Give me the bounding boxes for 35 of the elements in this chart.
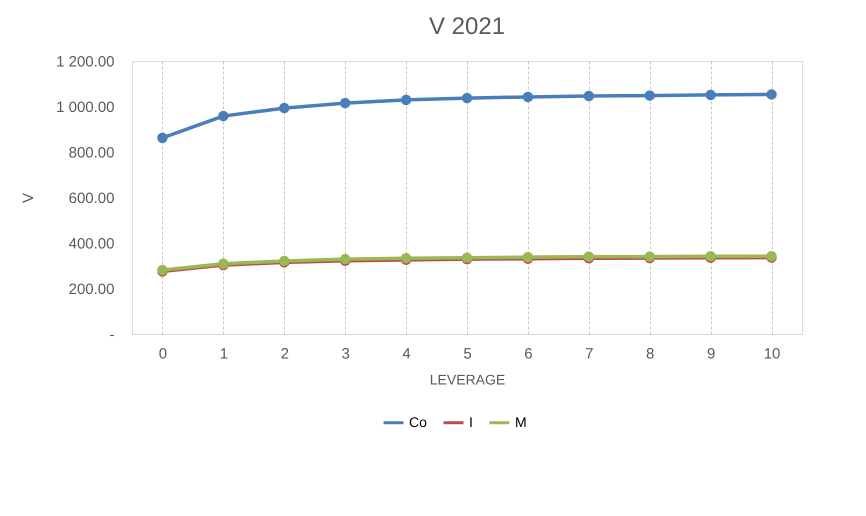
x-tick-label: 3 [342,346,350,362]
x-tick-label: 2 [280,346,289,362]
x-tick-label: 10 [764,346,780,362]
point [157,132,168,144]
x-axis-title: LEVERAGE [430,372,506,388]
point [218,110,229,122]
x-tick-label: 9 [706,346,716,362]
x-tick-label: 0 [158,346,168,362]
x-tick-label: 8 [646,346,654,362]
chart-title: V 2021 [428,13,506,40]
point [400,94,412,106]
x-tick-label: 4 [402,346,411,362]
point [462,92,472,104]
point [340,98,350,108]
x-tick-label: 7 [585,346,594,362]
point [522,92,534,102]
x-tick-label: 6 [524,346,533,362]
y-tick-label: - [110,326,114,344]
y-tick-label: 800.00 [68,144,114,162]
point [584,90,594,102]
legend-label: Co [409,414,428,430]
y-tick-label: 1 200.00 [56,54,114,70]
legend-label: M [515,414,527,430]
point [766,89,777,100]
point [705,90,716,100]
x-tick-label: 5 [463,346,472,362]
x-tick-label: 1 [220,346,228,362]
point [644,90,655,101]
y-tick-label: 1 000.00 [56,99,114,116]
y-tick-label: 400.00 [68,236,114,252]
y-axis-title: V [20,192,38,204]
point [279,102,290,114]
y-tick-label: 600.00 [68,190,114,207]
legend-label: I [469,414,473,430]
y-tick-label: 200.00 [68,281,114,298]
